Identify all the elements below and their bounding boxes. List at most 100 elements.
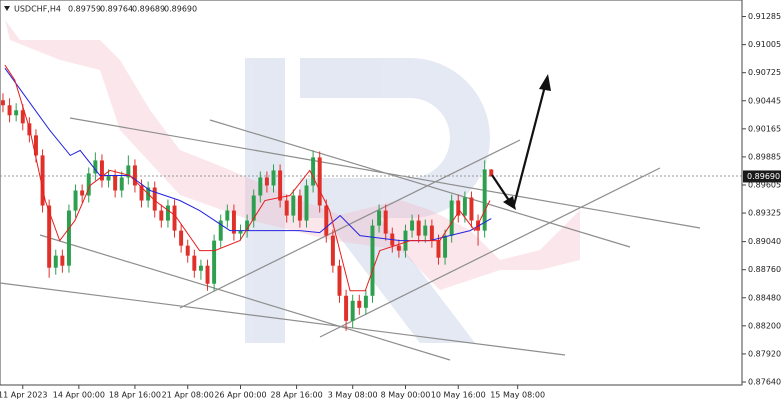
y-tick-label: 0.88480	[748, 293, 781, 302]
plot-frame	[0, 0, 743, 386]
y-tick-label: 0.91285	[748, 12, 781, 21]
y-tick-label: 0.89605	[748, 180, 781, 189]
quote-close: 0.89690	[164, 5, 197, 14]
candle-body	[119, 177, 124, 191]
forecast-arrows	[491, 74, 551, 210]
x-tick-label: 14 Apr 00:00	[53, 391, 105, 400]
candle-body	[469, 197, 474, 221]
candle-body	[212, 240, 217, 284]
candle-body	[93, 160, 98, 174]
candle-body	[278, 170, 283, 201]
candle-body	[165, 205, 170, 221]
candle-body	[284, 200, 289, 216]
y-tick-label: 0.89885	[748, 152, 781, 161]
candle-body	[86, 173, 91, 196]
candle-body	[416, 220, 421, 236]
x-tick-label: 10 May 16:00	[431, 391, 486, 400]
candle-body	[489, 169, 494, 177]
candle-body	[271, 170, 276, 186]
y-tick-label: 0.89325	[748, 209, 781, 218]
quote-high: 0.89764	[100, 5, 133, 14]
menu-triangle	[4, 6, 10, 11]
y-tick-label: 0.88760	[748, 265, 781, 274]
candle-body	[350, 300, 355, 321]
candle-body	[324, 205, 329, 236]
candle-body	[304, 185, 309, 221]
trend-line	[319, 167, 661, 338]
candle-body	[330, 235, 335, 266]
trend-line	[209, 119, 631, 248]
candle-body	[33, 135, 38, 156]
y-tick-label: 0.87640	[748, 377, 781, 386]
ichimoku-cloud	[5, 20, 580, 290]
candle-body	[73, 190, 78, 211]
candle-body	[297, 195, 302, 221]
quote-open: 0.89759	[68, 5, 101, 14]
candle-body	[482, 169, 487, 231]
candle-body	[231, 210, 236, 234]
candle-body	[423, 225, 428, 236]
candle-body	[317, 157, 322, 206]
candle-body	[185, 245, 190, 256]
candle-body	[337, 265, 342, 296]
candle-body	[0, 100, 5, 106]
symbol: USDCHF,H4	[14, 5, 61, 14]
candle-body	[218, 220, 223, 241]
trend-line	[0, 282, 566, 356]
candle-body	[53, 255, 58, 268]
candle-body	[396, 245, 401, 251]
candle-body	[7, 105, 12, 116]
candle-body	[14, 110, 19, 116]
candle-body	[449, 200, 454, 236]
candle-body	[357, 300, 362, 308]
candle-body	[225, 210, 230, 221]
candle-body	[66, 210, 71, 266]
candle-body	[132, 165, 137, 186]
candle-body	[410, 220, 415, 231]
candle-body	[258, 177, 263, 196]
candle-body	[377, 210, 382, 226]
candle-body	[99, 160, 104, 181]
candle-body	[251, 195, 256, 221]
x-tick-label: 3 May 08:00	[328, 391, 378, 400]
trend-line	[39, 234, 451, 361]
candle-body	[291, 195, 296, 216]
candle-body	[363, 295, 368, 308]
candle-body	[344, 295, 349, 321]
y-tick-label: 0.90165	[748, 124, 781, 133]
candle-body	[139, 185, 144, 201]
x-tick-label: 26 Apr 00:00	[214, 391, 266, 400]
y-tick-label: 0.87920	[748, 349, 781, 358]
y-tick-label: 0.89040	[748, 237, 781, 246]
x-tick-label: 21 Apr 08:00	[162, 391, 214, 400]
x-tick-label: 28 Apr 16:00	[271, 391, 323, 400]
y-tick-label: 0.91005	[748, 40, 781, 49]
candle-body	[436, 240, 441, 258]
candle-body	[159, 210, 164, 221]
candle-body	[205, 265, 210, 284]
indicator-line	[4, 64, 491, 292]
candle-body	[126, 165, 131, 178]
current-price-box	[743, 170, 781, 183]
y-tick-label: 0.90445	[748, 96, 781, 105]
candle-body	[198, 265, 203, 271]
candle-body	[245, 220, 250, 231]
quote-low: 0.89689	[132, 5, 165, 14]
x-tick-label: 8 May 00:00	[381, 391, 431, 400]
candle-body	[443, 235, 448, 258]
series-layer	[0, 64, 494, 331]
candle-body	[429, 225, 434, 241]
candle-body	[238, 230, 243, 234]
candle-body	[172, 205, 177, 231]
x-tick-label: 15 May 08:00	[490, 391, 545, 400]
candle-body	[311, 157, 316, 186]
candle-body	[113, 175, 118, 191]
x-tick-label: 18 Apr 16:00	[109, 391, 161, 400]
candle-body	[40, 155, 45, 206]
x-tick-label: 11 Apr 2023	[0, 391, 47, 400]
candle-body	[456, 200, 461, 216]
candle-body	[179, 230, 184, 246]
candle-body	[47, 205, 52, 268]
